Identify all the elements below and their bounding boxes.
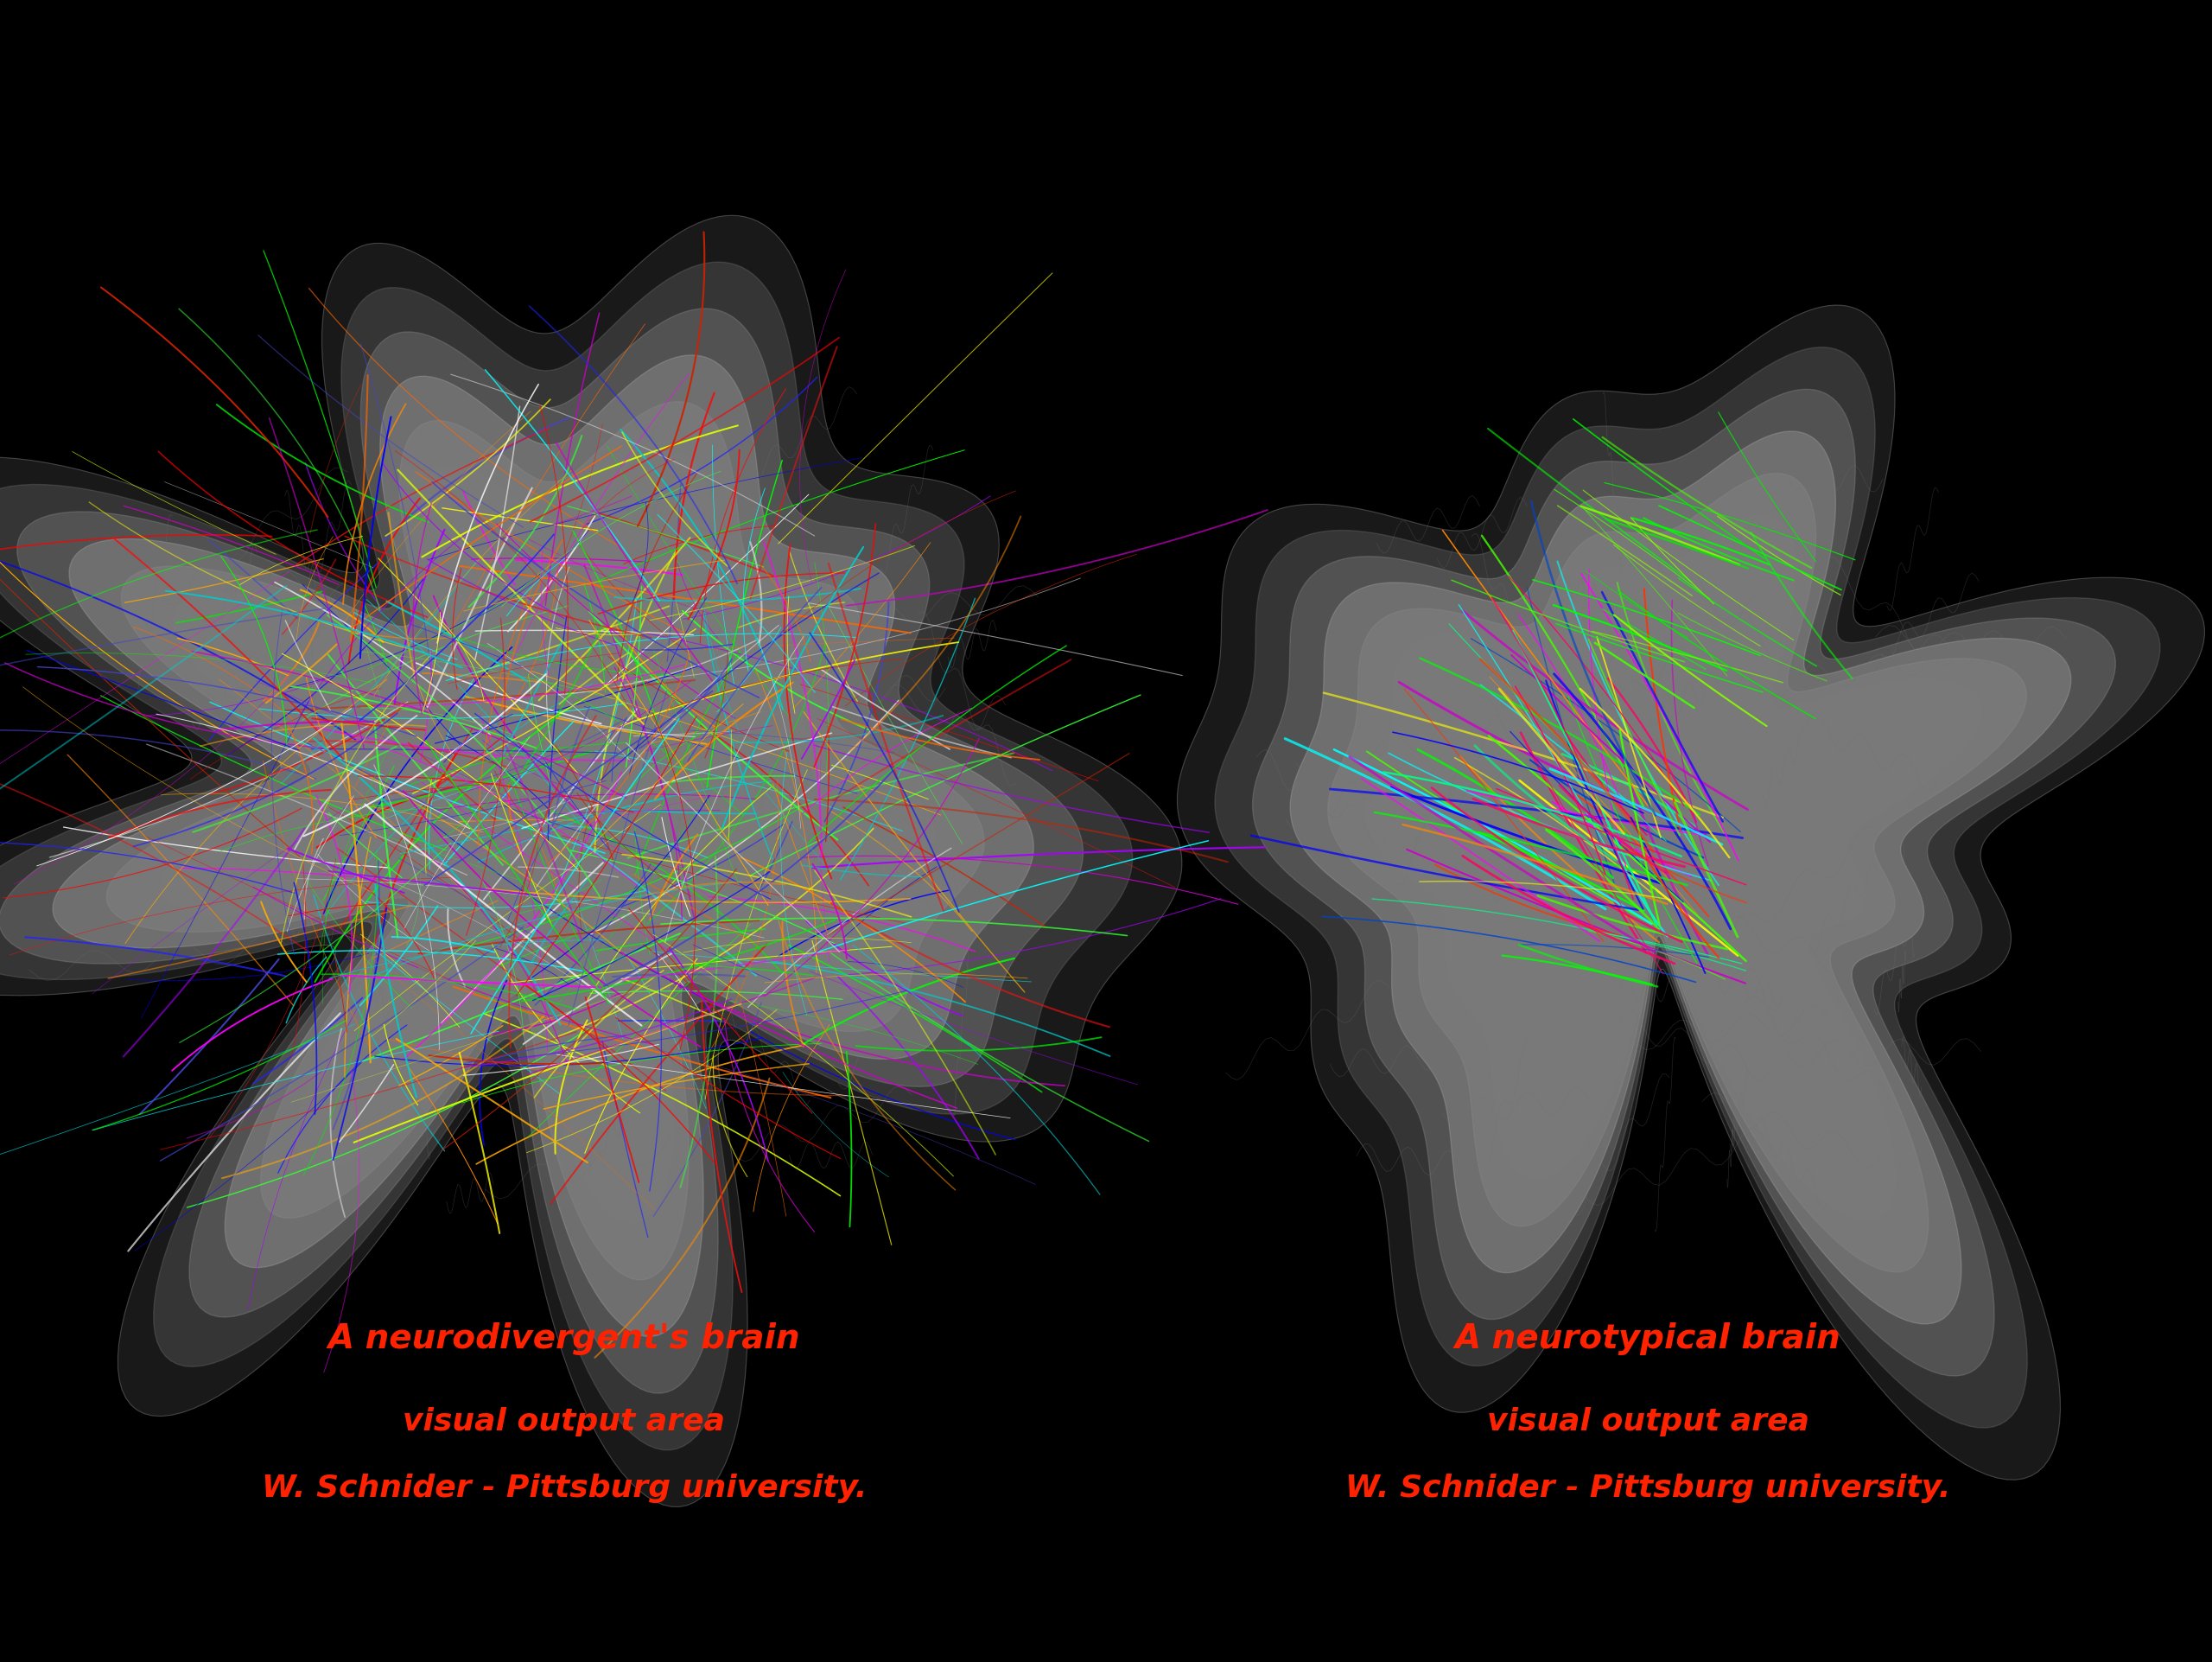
Polygon shape [53,356,1033,1336]
Text: W. Schnider - Pittsburg university.: W. Schnider - Pittsburg university. [261,1473,867,1502]
Polygon shape [0,263,1133,1451]
Polygon shape [159,449,936,1223]
Text: A neurodivergent's brain: A neurodivergent's brain [327,1321,801,1355]
Polygon shape [1290,432,2070,1325]
Polygon shape [106,402,984,1280]
Text: W. Schnider - Pittsburg university.: W. Schnider - Pittsburg university. [1345,1473,1951,1502]
Text: visual output area: visual output area [1486,1406,1809,1436]
Polygon shape [1327,474,2026,1271]
Polygon shape [0,216,1181,1507]
Text: visual output area: visual output area [403,1406,726,1436]
Polygon shape [0,309,1084,1393]
Polygon shape [1214,347,2161,1428]
Polygon shape [1252,391,2115,1376]
Polygon shape [1365,515,1982,1220]
Text: A neurotypical brain: A neurotypical brain [1455,1321,1840,1355]
Polygon shape [1177,306,2205,1479]
